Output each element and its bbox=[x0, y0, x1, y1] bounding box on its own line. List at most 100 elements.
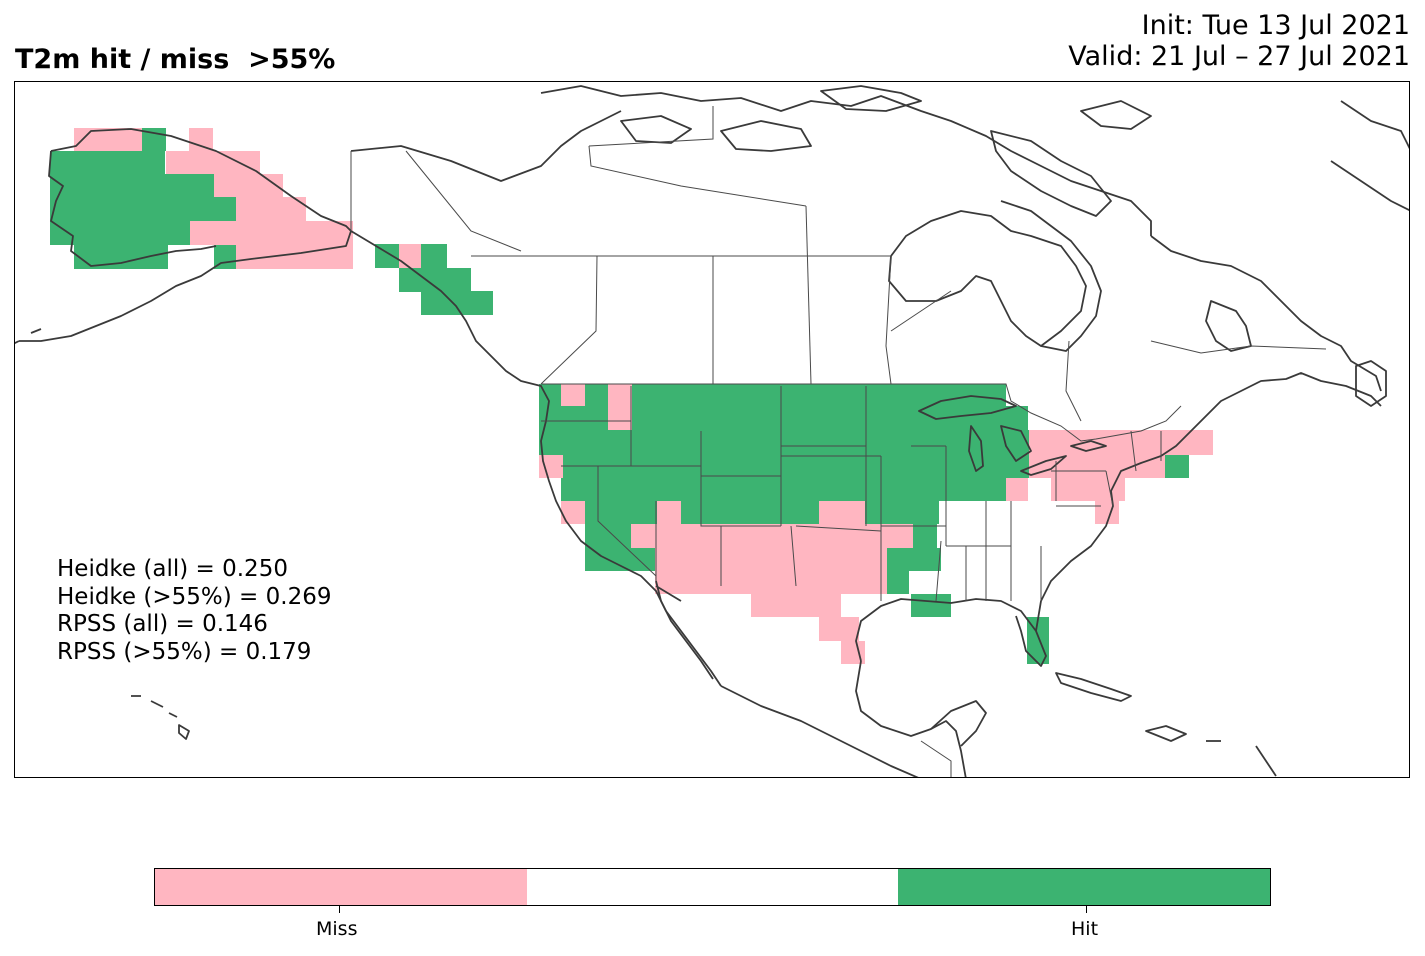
territories bbox=[405, 106, 807, 252]
hit-cell bbox=[1006, 406, 1028, 430]
colorbar-miss-label: Miss bbox=[316, 918, 358, 940]
miss-cell bbox=[236, 245, 353, 269]
gulf-st-lawrence bbox=[1205, 300, 1252, 352]
caribbean-islands bbox=[1255, 745, 1277, 777]
miss-cell bbox=[561, 384, 585, 406]
mexico-gulf-coast bbox=[855, 660, 967, 777]
miss-cell bbox=[236, 197, 306, 221]
hit-cell bbox=[561, 478, 1007, 501]
hit-cell bbox=[887, 548, 911, 571]
manitoba-ontario bbox=[885, 255, 892, 385]
arctic-coast bbox=[540, 85, 1152, 236]
alaska-coast bbox=[19, 128, 352, 342]
miss-cell bbox=[608, 384, 632, 406]
ontario-quebec bbox=[1065, 340, 1082, 422]
quebec-labrador bbox=[1150, 340, 1327, 354]
yucatan bbox=[930, 700, 987, 747]
hit-cell bbox=[1165, 455, 1189, 478]
colorbar-miss-tick bbox=[339, 906, 340, 913]
miss-cell bbox=[399, 244, 421, 268]
miss-cell bbox=[1006, 478, 1028, 501]
miss-cell bbox=[214, 174, 283, 197]
grid-cells-layer bbox=[50, 128, 1213, 664]
hit-cell bbox=[74, 245, 168, 269]
nunavut-border bbox=[890, 290, 952, 332]
arctic-island-2 bbox=[720, 120, 812, 152]
hit-cell bbox=[50, 174, 214, 197]
hit-cell bbox=[50, 151, 165, 174]
miss-cell bbox=[561, 501, 585, 524]
cuba bbox=[1055, 672, 1132, 702]
hit-cell bbox=[1027, 617, 1049, 641]
hit-cell bbox=[585, 501, 657, 524]
coastlines-layer bbox=[15, 85, 1409, 777]
miss-cell bbox=[819, 501, 865, 524]
hit-cell bbox=[911, 594, 951, 617]
miss-cell bbox=[841, 641, 865, 664]
miss-cell bbox=[166, 151, 260, 174]
us-state-borders bbox=[541, 386, 1162, 777]
hit-cell bbox=[539, 406, 609, 430]
arctic-island-4 bbox=[1080, 100, 1152, 130]
hit-cell bbox=[539, 384, 561, 406]
hit-cell bbox=[399, 268, 471, 292]
miss-cell bbox=[190, 221, 353, 245]
atlantic-coast bbox=[1035, 372, 1382, 632]
mexico-pacific-coast bbox=[720, 685, 919, 777]
colorbar bbox=[154, 868, 1271, 906]
baffin-island bbox=[990, 130, 1112, 217]
miss-cell bbox=[655, 571, 887, 594]
miss-cell bbox=[631, 524, 655, 548]
lake-huron bbox=[1000, 425, 1032, 462]
gulf-coast bbox=[855, 598, 1047, 667]
rpss-55-score: RPSS (>55%) = 0.179 bbox=[57, 638, 312, 665]
date-info: Init: Tue 13 Jul 2021 Valid: 21 Jul – 27… bbox=[1068, 10, 1410, 72]
west-mainland-arctic bbox=[350, 110, 622, 182]
colorbar-miss-segment bbox=[155, 869, 527, 905]
hit-cell bbox=[632, 384, 1006, 406]
aleutian-islands bbox=[15, 328, 42, 345]
miss-cell bbox=[657, 501, 681, 524]
hit-cell bbox=[539, 430, 1029, 455]
lake-superior bbox=[918, 395, 1017, 420]
miss-cell bbox=[539, 455, 563, 478]
bc-alberta bbox=[540, 255, 598, 385]
miss-cell bbox=[751, 594, 841, 617]
map-canvas bbox=[15, 85, 1409, 777]
alaska-west-coast bbox=[48, 150, 217, 267]
miss-cell bbox=[74, 128, 142, 151]
colorbar-hit-segment bbox=[898, 869, 1271, 905]
hit-cell bbox=[911, 548, 941, 571]
miss-cell bbox=[189, 128, 213, 151]
miss-cell bbox=[608, 406, 632, 430]
miss-cell bbox=[1029, 430, 1073, 455]
colorbar-neutral-segment bbox=[526, 869, 899, 905]
hudson-bay bbox=[890, 200, 1102, 352]
sask-manitoba bbox=[805, 205, 812, 385]
hit-cell bbox=[585, 524, 631, 548]
heidke-55-score: Heidke (>55%) = 0.269 bbox=[57, 583, 332, 610]
baja-california bbox=[655, 580, 714, 680]
arctic-island-3 bbox=[820, 85, 922, 112]
hispaniola bbox=[1145, 725, 1187, 742]
colorbar-hit-tick bbox=[1086, 906, 1087, 913]
map-title: T2m hit / miss >55% bbox=[15, 44, 336, 75]
lake-ontario bbox=[1070, 440, 1107, 452]
score-panel: Heidke (all) = 0.250 Heidke (>55%) = 0.2… bbox=[57, 556, 331, 666]
miss-cell bbox=[655, 524, 913, 548]
hit-cell bbox=[1027, 641, 1049, 664]
hit-cell bbox=[50, 221, 190, 245]
map-panel bbox=[14, 81, 1410, 778]
miss-cell bbox=[655, 548, 887, 571]
hit-cell bbox=[585, 548, 655, 571]
hit-cell bbox=[563, 455, 1029, 478]
lake-michigan bbox=[968, 425, 984, 472]
miss-cell bbox=[819, 617, 859, 641]
hudson-bay-west bbox=[888, 255, 1042, 347]
hawaii bbox=[131, 695, 190, 740]
valid-dates: Valid: 21 Jul – 27 Jul 2021 bbox=[1068, 41, 1410, 72]
hit-cell bbox=[585, 384, 609, 406]
init-date: Init: Tue 13 Jul 2021 bbox=[1141, 10, 1410, 41]
arctic-island-1 bbox=[620, 115, 692, 144]
hit-cell bbox=[887, 571, 909, 594]
